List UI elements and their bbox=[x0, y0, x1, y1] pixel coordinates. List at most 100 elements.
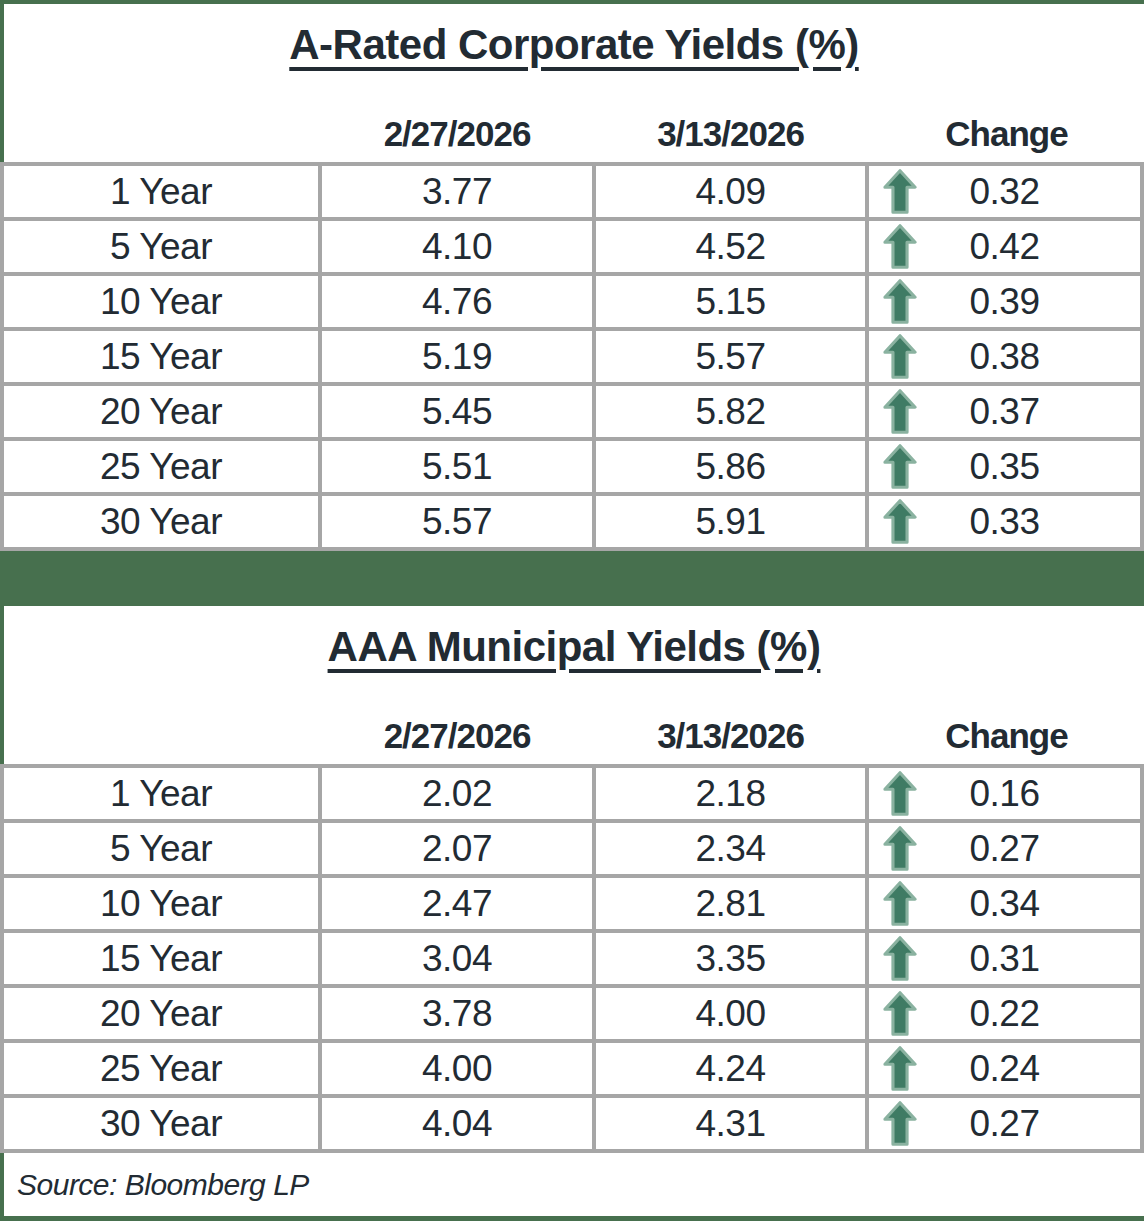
prev-yield-cell: 2.02 bbox=[322, 768, 592, 819]
table-row: 25 Year 4.00 4.24 0.24 bbox=[4, 1043, 1140, 1094]
change-value: 0.35 bbox=[969, 446, 1039, 487]
municipal-table-title: AAA Municipal Yields (%) bbox=[4, 624, 1144, 670]
change-value: 0.39 bbox=[969, 281, 1039, 322]
up-arrow-icon bbox=[882, 1046, 918, 1092]
column-header-date-2: 3/13/2026 bbox=[596, 114, 865, 154]
change-value: 0.27 bbox=[969, 1103, 1039, 1144]
up-arrow-icon bbox=[882, 334, 918, 380]
column-header-date-1: 2/27/2026 bbox=[322, 114, 592, 154]
change-cell: 0.37 bbox=[869, 386, 1140, 437]
table-row: 30 Year 4.04 4.31 0.27 bbox=[4, 1098, 1140, 1149]
term-cell: 5 Year bbox=[4, 823, 318, 874]
prev-yield-cell: 5.45 bbox=[322, 386, 592, 437]
prev-yield-cell: 4.10 bbox=[322, 221, 592, 272]
change-cell: 0.16 bbox=[869, 768, 1140, 819]
table-row: 10 Year 4.76 5.15 0.39 bbox=[4, 276, 1140, 327]
change-cell: 0.38 bbox=[869, 331, 1140, 382]
table-row: 10 Year 2.47 2.81 0.34 bbox=[4, 878, 1140, 929]
change-cell: 0.34 bbox=[869, 878, 1140, 929]
corporate-table-title-text: A-Rated Corporate Yields (%) bbox=[289, 21, 858, 68]
municipal-yields-table: AAA Municipal Yields (%) 2/27/2026 3/13/… bbox=[0, 606, 1144, 1153]
term-cell: 30 Year bbox=[4, 1098, 318, 1149]
municipal-table-head: AAA Municipal Yields (%) 2/27/2026 3/13/… bbox=[0, 606, 1144, 764]
change-cell: 0.22 bbox=[869, 988, 1140, 1039]
corporate-column-headers: 2/27/2026 3/13/2026 Change bbox=[4, 114, 1144, 162]
change-value: 0.27 bbox=[969, 828, 1039, 869]
change-cell: 0.35 bbox=[869, 441, 1140, 492]
change-value: 0.34 bbox=[969, 883, 1039, 924]
up-arrow-icon bbox=[882, 389, 918, 435]
corporate-yields-table: A-Rated Corporate Yields (%) 2/27/2026 3… bbox=[0, 4, 1144, 551]
municipal-column-headers: 2/27/2026 3/13/2026 Change bbox=[4, 716, 1144, 764]
prev-yield-cell: 3.77 bbox=[322, 166, 592, 217]
corporate-table-title: A-Rated Corporate Yields (%) bbox=[4, 22, 1144, 68]
curr-yield-cell: 4.24 bbox=[596, 1043, 865, 1094]
column-header-date-2: 3/13/2026 bbox=[596, 716, 865, 756]
up-arrow-icon bbox=[882, 169, 918, 215]
change-value: 0.38 bbox=[969, 336, 1039, 377]
change-value: 0.24 bbox=[969, 1048, 1039, 1089]
municipal-table-title-text: AAA Municipal Yields (%) bbox=[328, 623, 821, 670]
table-row: 25 Year 5.51 5.86 0.35 bbox=[4, 441, 1140, 492]
curr-yield-cell: 5.86 bbox=[596, 441, 865, 492]
change-cell: 0.31 bbox=[869, 933, 1140, 984]
curr-yield-cell: 2.81 bbox=[596, 878, 865, 929]
change-cell: 0.27 bbox=[869, 823, 1140, 874]
source-row: Source: Bloomberg LP bbox=[0, 1153, 1144, 1216]
column-header-date-1: 2/27/2026 bbox=[322, 716, 592, 756]
term-cell: 30 Year bbox=[4, 496, 318, 547]
up-arrow-icon bbox=[882, 224, 918, 270]
term-cell: 15 Year bbox=[4, 331, 318, 382]
curr-yield-cell: 5.91 bbox=[596, 496, 865, 547]
term-cell: 25 Year bbox=[4, 441, 318, 492]
curr-yield-cell: 4.52 bbox=[596, 221, 865, 272]
column-header-change: Change bbox=[869, 114, 1144, 154]
up-arrow-icon bbox=[882, 881, 918, 927]
change-value: 0.42 bbox=[969, 226, 1039, 267]
change-cell: 0.33 bbox=[869, 496, 1140, 547]
table-row: 5 Year 2.07 2.34 0.27 bbox=[4, 823, 1140, 874]
table-row: 20 Year 3.78 4.00 0.22 bbox=[4, 988, 1140, 1039]
term-cell: 10 Year bbox=[4, 878, 318, 929]
table-row: 1 Year 3.77 4.09 0.32 bbox=[4, 166, 1140, 217]
curr-yield-cell: 2.18 bbox=[596, 768, 865, 819]
green-separator-band bbox=[0, 551, 1144, 606]
change-cell: 0.27 bbox=[869, 1098, 1140, 1149]
term-cell: 20 Year bbox=[4, 386, 318, 437]
prev-yield-cell: 2.47 bbox=[322, 878, 592, 929]
change-value: 0.16 bbox=[969, 773, 1039, 814]
table-row: 1 Year 2.02 2.18 0.16 bbox=[4, 768, 1140, 819]
curr-yield-cell: 5.15 bbox=[596, 276, 865, 327]
up-arrow-icon bbox=[882, 826, 918, 872]
curr-yield-cell: 2.34 bbox=[596, 823, 865, 874]
up-arrow-icon bbox=[882, 279, 918, 325]
corporate-table-body: 1 Year 3.77 4.09 0.32 5 Year 4.10 4.52 0… bbox=[0, 162, 1144, 551]
change-value: 0.31 bbox=[969, 938, 1039, 979]
prev-yield-cell: 3.78 bbox=[322, 988, 592, 1039]
municipal-table-body: 1 Year 2.02 2.18 0.16 5 Year 2.07 2.34 0… bbox=[0, 764, 1144, 1153]
source-label: Source: Bloomberg LP bbox=[17, 1168, 309, 1202]
prev-yield-cell: 2.07 bbox=[322, 823, 592, 874]
up-arrow-icon bbox=[882, 936, 918, 982]
table-row: 30 Year 5.57 5.91 0.33 bbox=[4, 496, 1140, 547]
up-arrow-icon bbox=[882, 1101, 918, 1147]
change-cell: 0.24 bbox=[869, 1043, 1140, 1094]
prev-yield-cell: 5.57 bbox=[322, 496, 592, 547]
table-row: 5 Year 4.10 4.52 0.42 bbox=[4, 221, 1140, 272]
change-value: 0.22 bbox=[969, 993, 1039, 1034]
up-arrow-icon bbox=[882, 499, 918, 545]
change-cell: 0.39 bbox=[869, 276, 1140, 327]
term-cell: 1 Year bbox=[4, 768, 318, 819]
change-value: 0.37 bbox=[969, 391, 1039, 432]
curr-yield-cell: 3.35 bbox=[596, 933, 865, 984]
curr-yield-cell: 5.57 bbox=[596, 331, 865, 382]
table-row: 15 Year 3.04 3.35 0.31 bbox=[4, 933, 1140, 984]
prev-yield-cell: 5.51 bbox=[322, 441, 592, 492]
table-row: 15 Year 5.19 5.57 0.38 bbox=[4, 331, 1140, 382]
prev-yield-cell: 5.19 bbox=[322, 331, 592, 382]
term-cell: 10 Year bbox=[4, 276, 318, 327]
prev-yield-cell: 4.04 bbox=[322, 1098, 592, 1149]
corporate-table-head: A-Rated Corporate Yields (%) 2/27/2026 3… bbox=[0, 4, 1144, 162]
curr-yield-cell: 5.82 bbox=[596, 386, 865, 437]
up-arrow-icon bbox=[882, 444, 918, 490]
